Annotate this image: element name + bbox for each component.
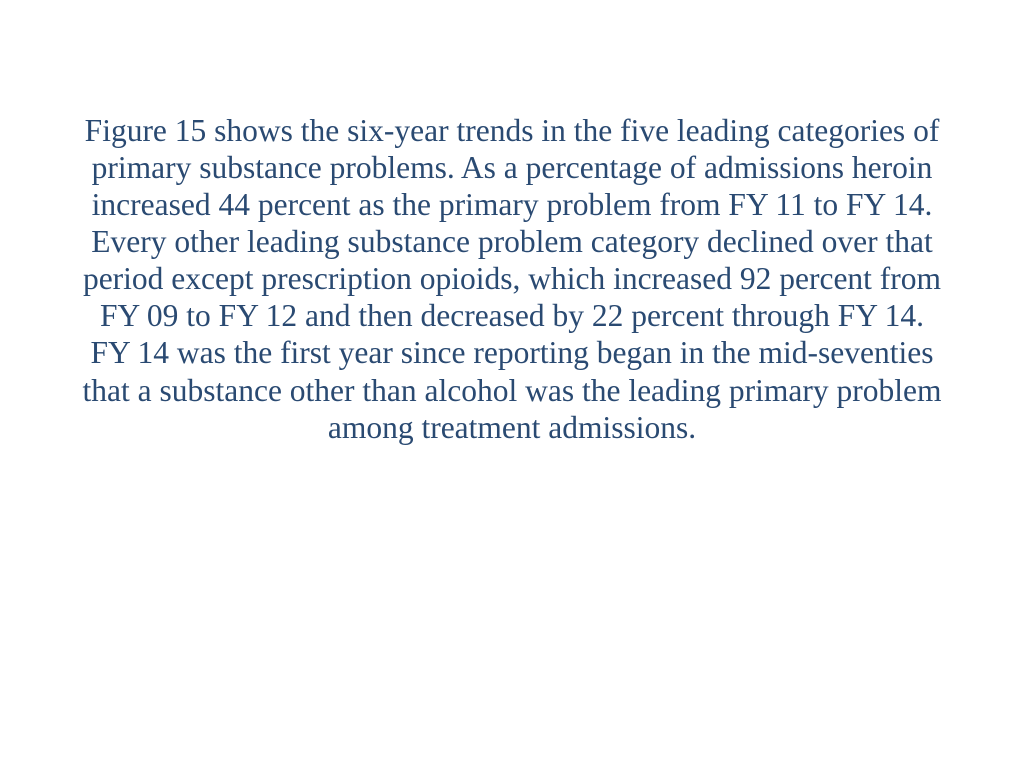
body-paragraph: Figure 15 shows the six-year trends in t… [80,112,944,446]
slide-container: Figure 15 shows the six-year trends in t… [0,0,1024,768]
